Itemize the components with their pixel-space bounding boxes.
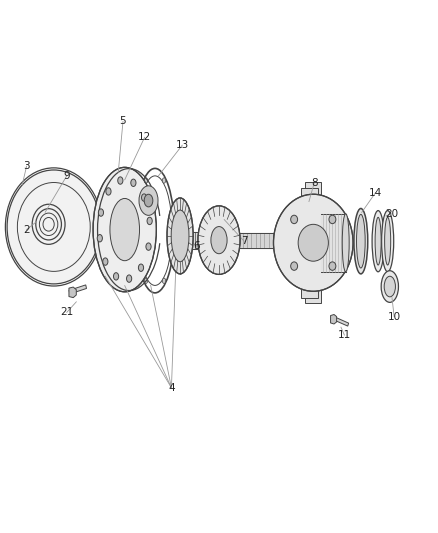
Text: 3: 3 — [23, 161, 30, 171]
Ellipse shape — [171, 210, 189, 262]
Text: 14: 14 — [369, 188, 382, 198]
Ellipse shape — [211, 227, 227, 254]
Circle shape — [291, 215, 297, 224]
Ellipse shape — [171, 228, 175, 233]
Ellipse shape — [131, 179, 136, 187]
Ellipse shape — [97, 235, 102, 242]
Ellipse shape — [141, 194, 147, 201]
Text: 9: 9 — [64, 171, 70, 181]
Polygon shape — [305, 182, 321, 303]
Ellipse shape — [135, 228, 139, 233]
Text: 20: 20 — [385, 209, 399, 219]
Text: 13: 13 — [176, 140, 189, 150]
Ellipse shape — [110, 198, 140, 261]
Ellipse shape — [146, 243, 151, 251]
Ellipse shape — [375, 217, 381, 265]
Ellipse shape — [342, 214, 349, 272]
Ellipse shape — [99, 209, 103, 216]
Ellipse shape — [162, 178, 166, 183]
Ellipse shape — [103, 258, 108, 265]
Ellipse shape — [144, 194, 153, 207]
Ellipse shape — [118, 177, 123, 184]
Polygon shape — [332, 316, 349, 326]
Text: 2: 2 — [23, 224, 30, 235]
Circle shape — [7, 170, 100, 284]
Ellipse shape — [384, 276, 396, 297]
Ellipse shape — [144, 178, 148, 183]
Ellipse shape — [127, 275, 132, 282]
Text: 7: 7 — [241, 236, 247, 246]
Text: 21: 21 — [60, 308, 74, 317]
Ellipse shape — [357, 214, 365, 268]
Ellipse shape — [167, 198, 193, 274]
Circle shape — [273, 194, 353, 292]
Ellipse shape — [93, 167, 156, 292]
Ellipse shape — [381, 211, 394, 272]
Polygon shape — [331, 314, 337, 324]
Text: 8: 8 — [311, 178, 318, 188]
Ellipse shape — [139, 186, 158, 215]
Polygon shape — [301, 188, 318, 200]
Circle shape — [291, 262, 297, 270]
Text: 4: 4 — [168, 383, 175, 393]
Ellipse shape — [147, 217, 152, 224]
Ellipse shape — [138, 264, 144, 271]
Ellipse shape — [106, 188, 111, 195]
Ellipse shape — [198, 206, 240, 274]
Text: 12: 12 — [138, 132, 151, 142]
Text: 5: 5 — [120, 116, 126, 126]
Polygon shape — [69, 285, 87, 294]
Text: 10: 10 — [388, 312, 401, 321]
Ellipse shape — [381, 271, 399, 302]
Ellipse shape — [354, 208, 368, 274]
Circle shape — [329, 215, 336, 224]
Text: 11: 11 — [338, 330, 351, 340]
Ellipse shape — [113, 273, 119, 280]
Circle shape — [298, 224, 328, 261]
Circle shape — [329, 262, 336, 270]
Polygon shape — [301, 285, 318, 297]
Ellipse shape — [385, 217, 391, 265]
Ellipse shape — [162, 278, 166, 284]
Text: 6: 6 — [193, 241, 200, 252]
Polygon shape — [69, 287, 76, 297]
Ellipse shape — [372, 211, 384, 272]
Ellipse shape — [144, 278, 148, 284]
